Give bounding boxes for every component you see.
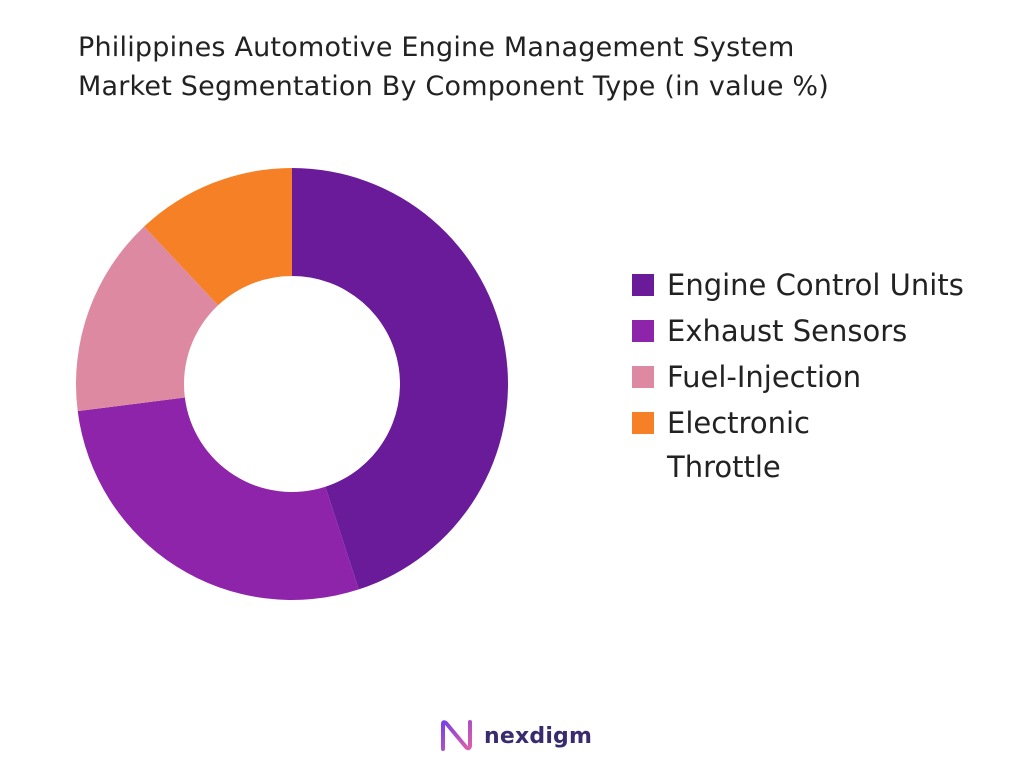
legend-label-engine-control-units: Engine Control Units xyxy=(667,268,964,302)
legend-item-engine-control-units: Engine Control Units xyxy=(632,263,1017,307)
chart-title: Philippines Automotive Engine Management… xyxy=(78,28,978,106)
legend-item-electronic-throttle: Electronic Throttle xyxy=(632,401,1017,489)
legend-swatch-engine-control-units xyxy=(632,274,654,296)
donut-slice-fuel-injection xyxy=(76,226,219,412)
legend-label-electronic-throttle: Electronic Throttle xyxy=(667,406,810,484)
logo-text: nexdigm xyxy=(484,723,593,749)
chart-title-line-2: Market Segmentation By Component Type (i… xyxy=(78,71,830,102)
nexdigm-logo: nexdigm xyxy=(440,716,592,756)
legend-label-exhaust-sensors: Exhaust Sensors xyxy=(667,314,908,348)
nexdigm-logo-icon xyxy=(441,720,472,751)
legend-swatch-fuel-injection xyxy=(632,366,654,388)
legend-item-fuel-injection: Fuel-Injection xyxy=(632,355,1017,399)
legend-swatch-electronic-throttle xyxy=(632,412,654,434)
chart-title-line-1: Philippines Automotive Engine Management… xyxy=(78,32,795,63)
donut-slice-engine-control-units xyxy=(292,168,509,590)
legend-item-exhaust-sensors: Exhaust Sensors xyxy=(632,309,1017,353)
legend-label-fuel-injection: Fuel-Injection xyxy=(667,360,862,394)
donut-slice-electronic-throttle xyxy=(144,168,292,306)
donut-slice-exhaust-sensors xyxy=(77,397,359,601)
chart-legend: Engine Control Units Exhaust Sensors Fue… xyxy=(632,263,1017,491)
legend-swatch-exhaust-sensors xyxy=(632,320,654,342)
